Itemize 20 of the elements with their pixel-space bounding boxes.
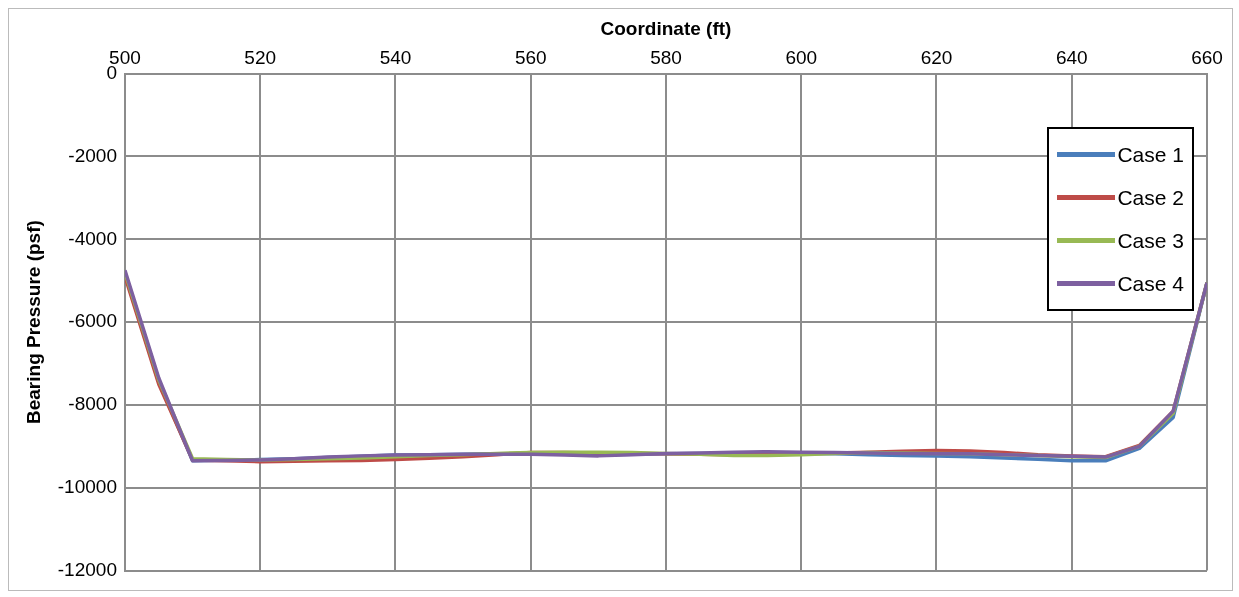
x-tick-label: 600 [785, 47, 818, 69]
x-axis-title: Coordinate (ft) [600, 17, 732, 39]
y-tick-label: -10000 [57, 476, 117, 497]
legend-label: Case 1 [1117, 142, 1184, 167]
y-tick-label: -4000 [68, 227, 117, 249]
x-tick-label: 640 [1055, 47, 1088, 69]
y-axis-title: Bearing Pressure (psf) [22, 220, 44, 424]
x-tick-label: 560 [514, 47, 547, 69]
x-tick-label: 660 [1191, 47, 1223, 69]
x-tick-label: 620 [920, 47, 953, 69]
y-tick-label: -12000 [57, 558, 117, 580]
x-tick-label: 580 [650, 47, 682, 69]
legend-label: Case 2 [1117, 185, 1184, 210]
x-tick-label: 540 [379, 47, 412, 69]
y-tick-label: -8000 [68, 393, 117, 415]
y-tick-label: -6000 [68, 310, 117, 332]
x-tick-label: 520 [244, 47, 277, 69]
legend-label: Case 4 [1117, 271, 1184, 296]
y-tick-label: -2000 [68, 144, 117, 166]
legend-label: Case 3 [1117, 228, 1184, 253]
